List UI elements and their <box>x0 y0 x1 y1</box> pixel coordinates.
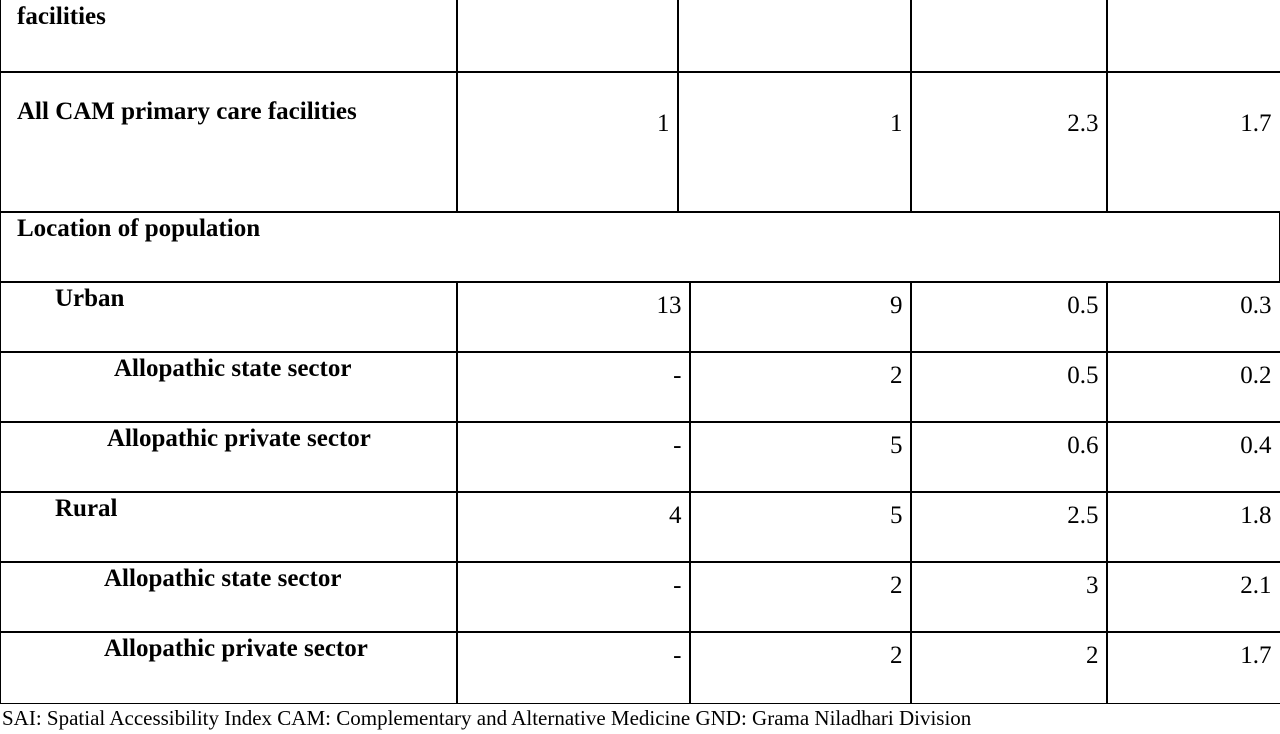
row-label: Rural <box>55 495 118 522</box>
value: - <box>673 572 682 599</box>
row-label: Allopathic private sector <box>104 635 368 662</box>
value: 1.8 <box>1240 502 1272 529</box>
value: 1.7 <box>1240 110 1272 137</box>
value-cell <box>1106 0 1280 73</box>
value: 0.3 <box>1240 292 1272 319</box>
row-label: Allopathic state sector <box>114 355 352 382</box>
value-cell: 0.3 <box>1106 281 1280 353</box>
label-cell: Allopathic private sector <box>0 421 458 493</box>
value: 1.7 <box>1240 642 1272 669</box>
value-cell: 1 <box>677 71 912 213</box>
label-cell: All CAM primary care facilities <box>0 71 458 213</box>
value-cell <box>910 0 1108 73</box>
label-cell: Allopathic state sector <box>0 351 458 423</box>
value: 3 <box>1086 572 1099 599</box>
value-cell: 0.5 <box>910 281 1108 353</box>
value-cell: 0.4 <box>1106 421 1280 493</box>
section-label: Location of population <box>17 215 261 242</box>
row-label: All CAM primary care facilities <box>17 98 357 125</box>
value: 0.5 <box>1067 292 1099 319</box>
value-cell: - <box>456 561 691 633</box>
value-cell: 0.2 <box>1106 351 1280 423</box>
value-cell: 2.5 <box>910 491 1108 563</box>
value: 2 <box>1086 642 1099 669</box>
value-cell: 1 <box>456 71 679 213</box>
value-cell: 9 <box>689 281 912 353</box>
label-cell: Allopathic private sector <box>0 631 458 704</box>
row-label: facilities <box>17 3 106 30</box>
value-cell: 3 <box>910 561 1108 633</box>
value-cell: 2.1 <box>1106 561 1280 633</box>
value: 9 <box>890 292 903 319</box>
value-cell: 5 <box>689 421 912 493</box>
label-cell: Rural <box>0 491 458 563</box>
value-cell: 1.7 <box>1106 71 1280 213</box>
value: 1 <box>657 110 670 137</box>
value: 0.6 <box>1067 432 1099 459</box>
footnote: SAI: Spatial Accessibility Index CAM: Co… <box>2 706 972 730</box>
value-cell: - <box>456 631 691 704</box>
value: 5 <box>890 432 903 459</box>
value-cell: 2 <box>910 631 1108 704</box>
value-cell: 5 <box>689 491 912 563</box>
value: 2.1 <box>1240 572 1272 599</box>
value-cell: 13 <box>456 281 691 353</box>
value-cell: 0.5 <box>910 351 1108 423</box>
value-cell: 2 <box>689 561 912 633</box>
value: 2 <box>890 642 903 669</box>
value-cell: 4 <box>456 491 691 563</box>
value-cell: 1.8 <box>1106 491 1280 563</box>
value-cell <box>677 0 912 73</box>
value: 2.5 <box>1067 502 1099 529</box>
row-label: Urban <box>55 285 125 312</box>
value-cell: 0.6 <box>910 421 1108 493</box>
value-cell: - <box>456 351 691 423</box>
value: 2.3 <box>1067 110 1099 137</box>
value: 0.4 <box>1240 432 1272 459</box>
value: 0.5 <box>1067 362 1099 389</box>
value: - <box>673 432 682 459</box>
value: 5 <box>890 502 903 529</box>
value: 0.2 <box>1240 362 1272 389</box>
value: - <box>673 362 682 389</box>
row-label: Allopathic state sector <box>104 565 342 592</box>
value-cell: 2.3 <box>910 71 1108 213</box>
value-cell: 2 <box>689 351 912 423</box>
value: - <box>673 642 682 669</box>
value-cell <box>456 0 679 73</box>
label-cell: facilities <box>0 0 458 73</box>
value: 4 <box>669 502 682 529</box>
section-cell: Location of population <box>0 211 1280 283</box>
value: 2 <box>890 572 903 599</box>
value-cell: 2 <box>689 631 912 704</box>
value: 1 <box>890 110 903 137</box>
value-cell: 1.7 <box>1106 631 1280 704</box>
label-cell: Urban <box>0 281 458 353</box>
value: 2 <box>890 362 903 389</box>
label-cell: Allopathic state sector <box>0 561 458 633</box>
value: 13 <box>656 292 682 319</box>
value-cell: - <box>456 421 691 493</box>
row-label: Allopathic private sector <box>107 425 371 452</box>
